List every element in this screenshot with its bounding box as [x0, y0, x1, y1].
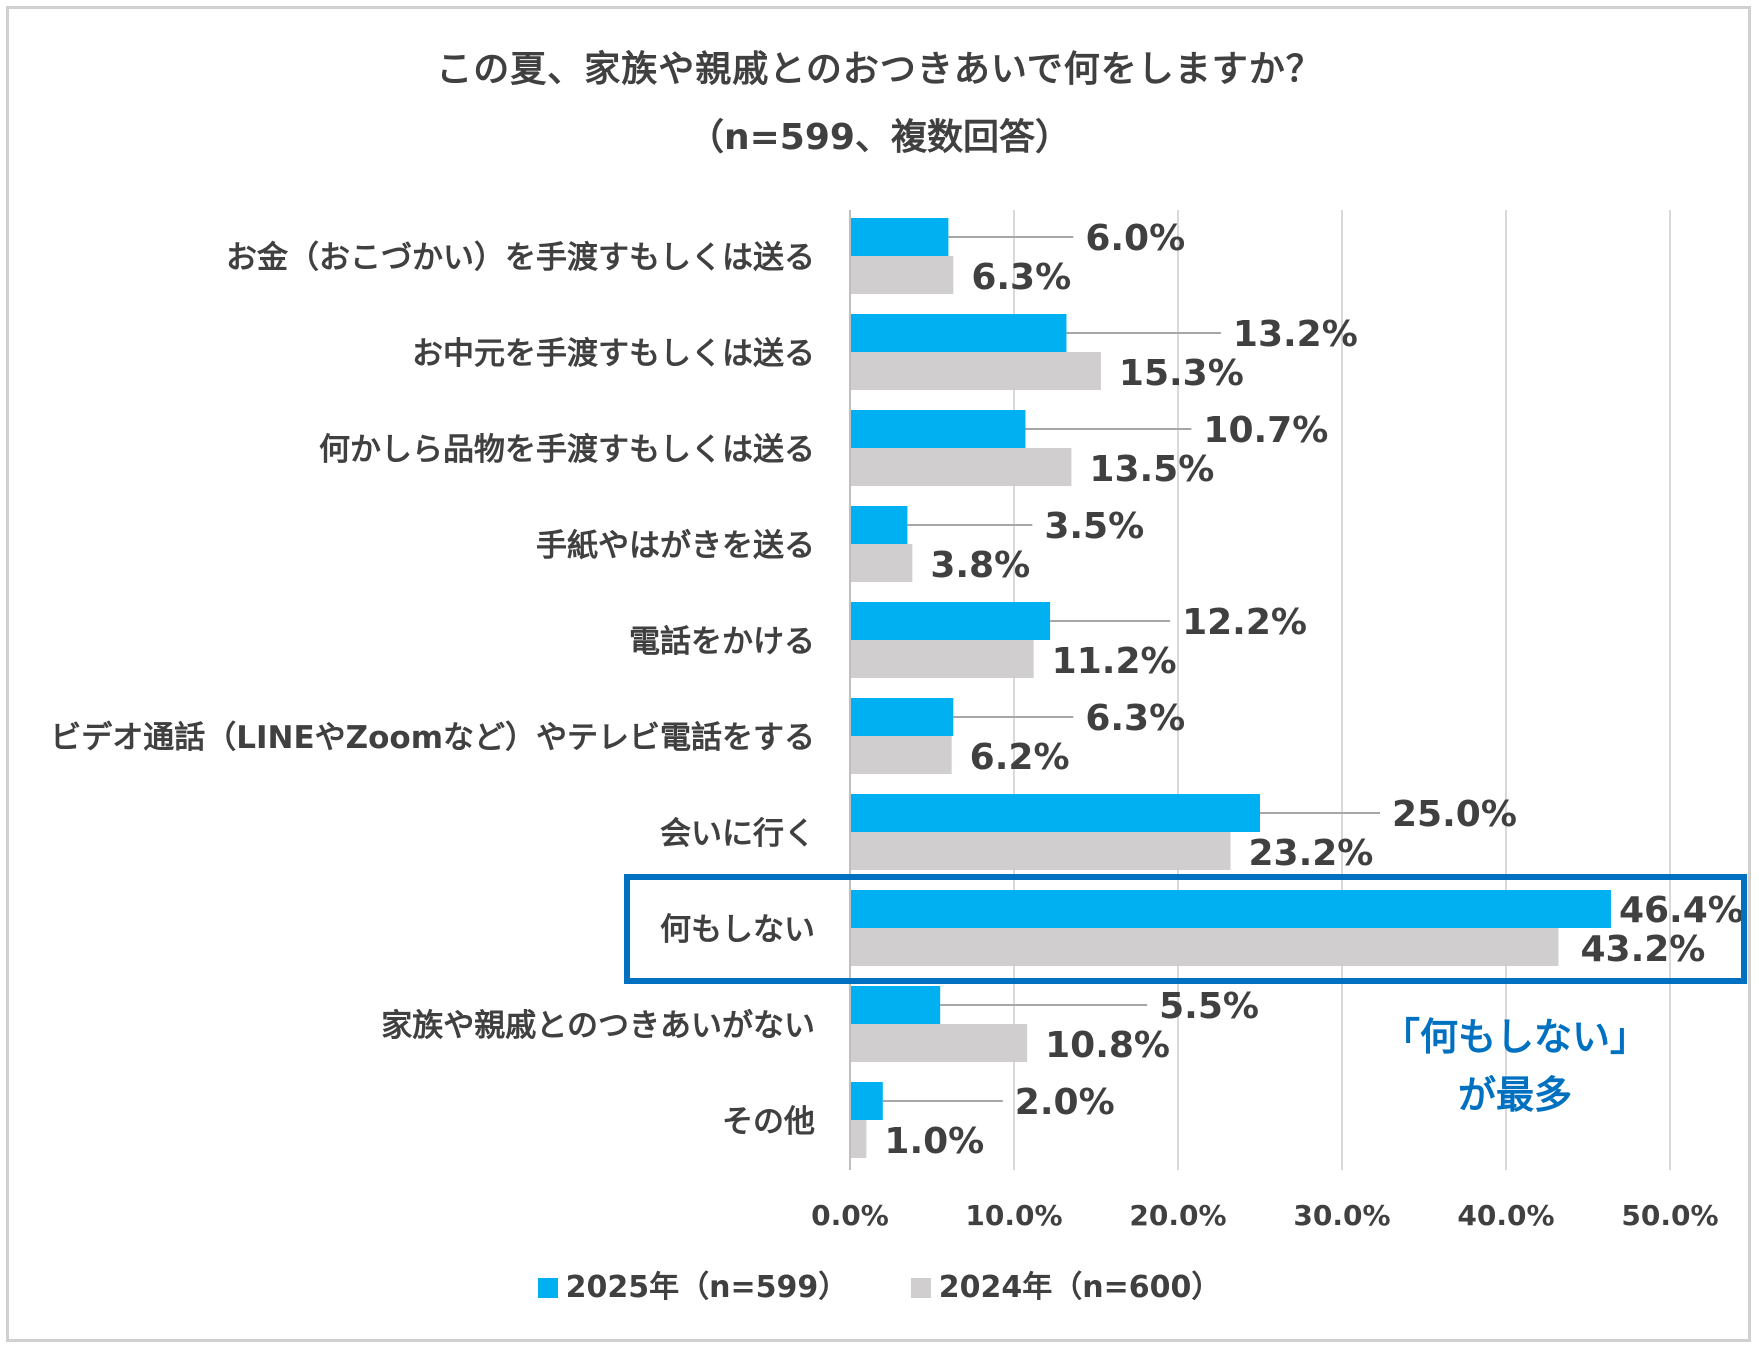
bar-2024: [850, 448, 1072, 486]
highlight-box: [624, 874, 1747, 984]
data-label-2025: 6.0%: [1085, 218, 1185, 259]
x-tick-label: 20.0%: [1129, 1199, 1226, 1232]
data-label-2024: 3.8%: [930, 545, 1030, 586]
legend-swatch-2024: [910, 1278, 931, 1298]
data-label-2025: 12.2%: [1182, 602, 1307, 643]
data-label-2024: 6.3%: [971, 257, 1071, 298]
x-tick-label: 50.0%: [1621, 1199, 1718, 1232]
bar-2025: [850, 1082, 883, 1120]
data-label-2024: 6.2%: [970, 737, 1070, 778]
category-label: 電話をかける: [629, 624, 815, 660]
data-label-2024: 1.0%: [884, 1121, 984, 1162]
callout-line1: 「何もしない」: [1381, 1015, 1648, 1059]
data-label-2024: 10.8%: [1045, 1025, 1170, 1066]
bar-2024: [850, 256, 954, 294]
category-label: 何もしない: [660, 912, 815, 948]
category-label: その他: [722, 1104, 815, 1140]
category-label: 会いに行く: [660, 816, 815, 852]
legend-label-2025: 2025年（n=599）: [565, 1270, 849, 1305]
category-label: 手紙やはがきを送る: [536, 528, 815, 564]
data-label-2025: 3.5%: [1044, 506, 1144, 547]
x-tick-label: 0.0%: [811, 1199, 889, 1232]
chart-legend: 2025年（n=599） 2024年（n=600）: [0, 1262, 1759, 1306]
category-label: お金（おこづかい）を手渡すもしくは送る: [226, 240, 815, 276]
bar-2024: [850, 928, 1559, 966]
bar-2024: [850, 736, 952, 774]
bar-2025: [850, 986, 941, 1024]
legend-swatch-2025: [537, 1278, 558, 1298]
category-label: 何かしら品物を手渡すもしくは送る: [319, 432, 815, 468]
bar-2025: [850, 602, 1051, 640]
data-label-2024: 43.2%: [1580, 929, 1705, 970]
legend-label-2024: 2024年（n=600）: [938, 1270, 1222, 1305]
data-label-2024: 15.3%: [1119, 353, 1244, 394]
chart-title: この夏、家族や親戚とのおつきあいで何をしますか？: [436, 49, 1323, 90]
legend-item-2025: 2025年（n=599）: [537, 1262, 849, 1306]
data-label-2025: 6.3%: [1085, 698, 1185, 739]
data-label-2024: 13.5%: [1089, 449, 1214, 490]
bar-2025: [850, 218, 949, 256]
bar-2025: [850, 890, 1611, 928]
x-tick-label: 10.0%: [965, 1199, 1062, 1232]
bar-2025: [850, 794, 1260, 832]
bar-2024: [850, 544, 913, 582]
bar-2024: [850, 832, 1231, 870]
bar-2024: [850, 1120, 867, 1158]
bar-2025: [850, 410, 1026, 448]
bar-2025: [850, 698, 954, 736]
data-label-2025: 25.0%: [1392, 794, 1517, 835]
data-label-2025: 10.7%: [1203, 410, 1328, 451]
category-label: ビデオ通話（LINEやZoomなど）やテレビ電話をする: [50, 720, 815, 756]
data-label-2024: 11.2%: [1052, 641, 1177, 682]
callout-annotation: 「何もしない」 が最多: [1370, 1008, 1660, 1124]
data-label-2025: 2.0%: [1015, 1082, 1115, 1123]
bar-2025: [850, 506, 908, 544]
callout-line2: が最多: [1457, 1073, 1572, 1117]
bar-2024: [850, 1024, 1028, 1062]
data-label-2025: 13.2%: [1233, 314, 1358, 355]
bar-2024: [850, 640, 1034, 678]
x-tick-label: 40.0%: [1457, 1199, 1554, 1232]
x-tick-label: 30.0%: [1293, 1199, 1390, 1232]
bar-2025: [850, 314, 1067, 352]
category-label: お中元を手渡すもしくは送る: [412, 336, 815, 372]
bar-2024: [850, 352, 1101, 390]
data-label-2025: 46.4%: [1619, 890, 1744, 931]
data-label-2024: 23.2%: [1248, 833, 1373, 874]
legend-item-2024: 2024年（n=600）: [910, 1262, 1222, 1306]
chart-subtitle: （n=599、複数回答）: [688, 117, 1071, 158]
category-label: 家族や親戚とのつきあいがない: [381, 1008, 815, 1044]
data-label-2025: 5.5%: [1159, 986, 1259, 1027]
